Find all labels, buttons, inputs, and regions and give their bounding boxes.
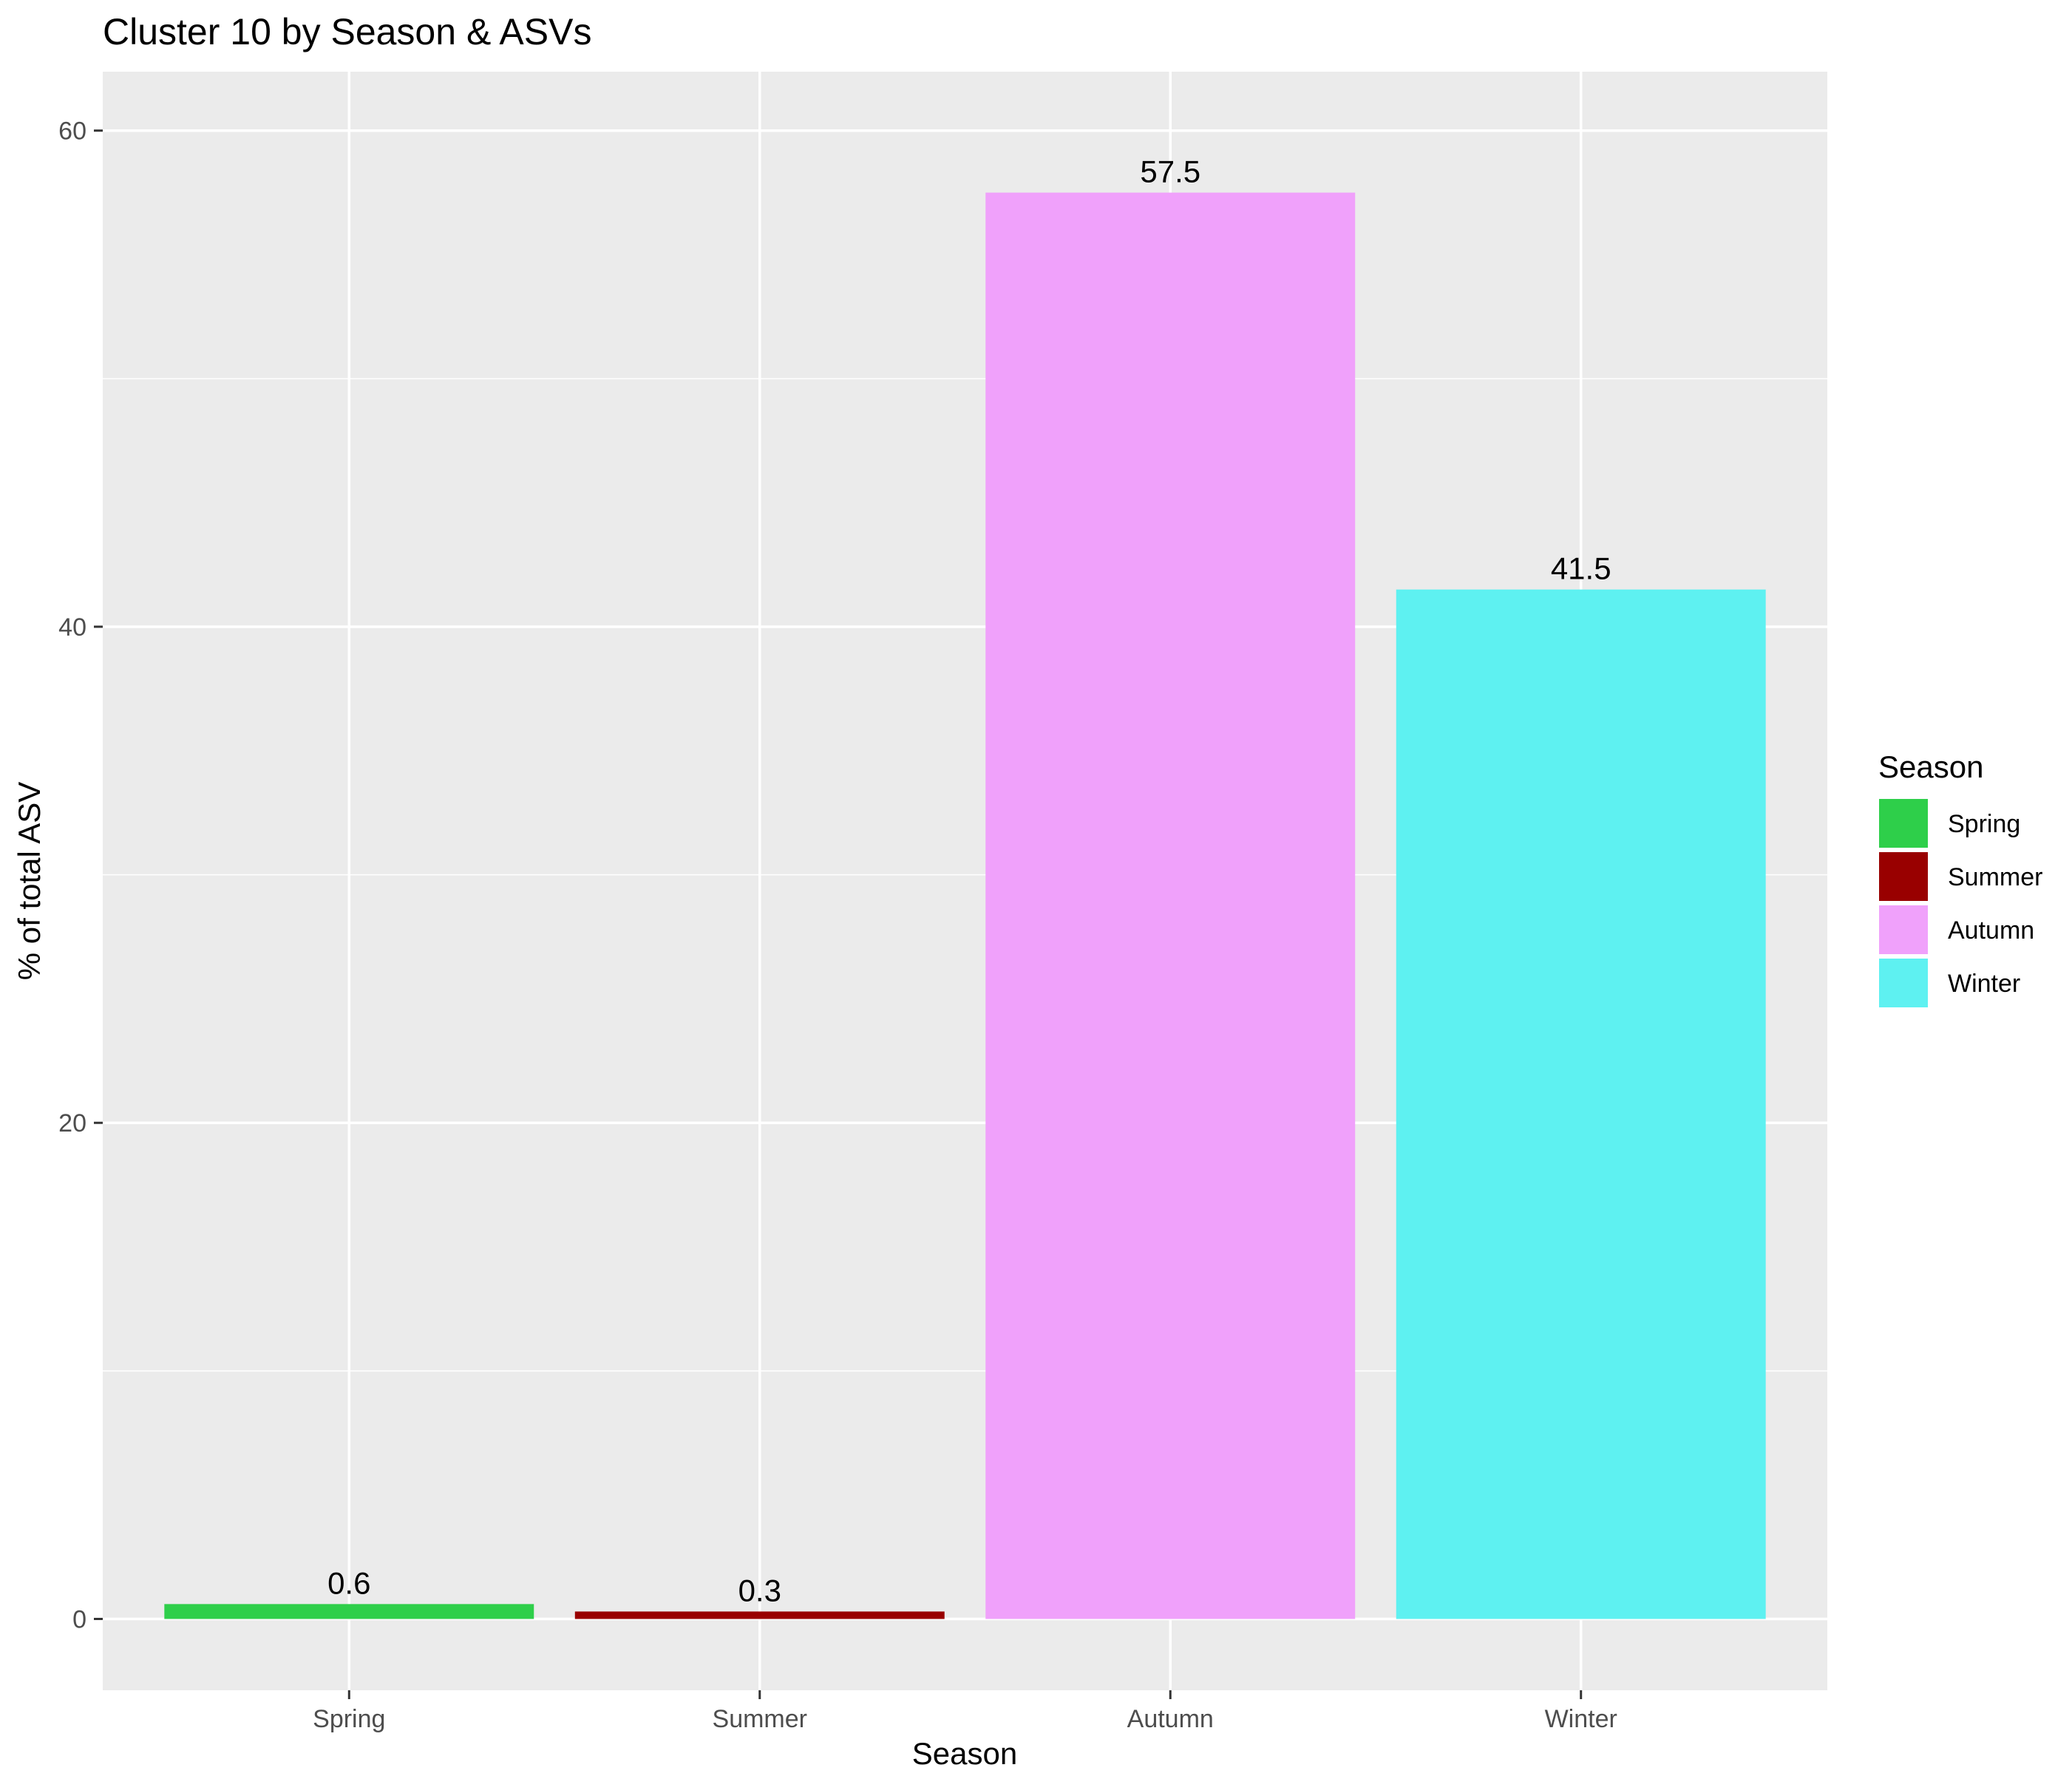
- y-tick-label: 60: [58, 118, 86, 146]
- data-label-summer: 0.3: [738, 1573, 781, 1607]
- legend-key-autumn: [1878, 904, 1929, 956]
- x-tick-label-summer: Summer: [713, 1705, 807, 1733]
- chart-title: Cluster 10 by Season & ASVs: [103, 11, 591, 52]
- legend-label-summer: Summer: [1948, 863, 2042, 891]
- bars: [164, 192, 1766, 1619]
- bar-spring: [164, 1604, 534, 1619]
- legend: Season Spring Summer Autumn Winter: [1878, 749, 2042, 1009]
- y-axis: 0 20 40 60: [58, 118, 103, 1634]
- y-axis-title: % of total ASV: [12, 782, 47, 981]
- bar-autumn: [985, 192, 1356, 1619]
- x-tick-label-winter: Winter: [1545, 1705, 1617, 1733]
- legend-label-autumn: Autumn: [1948, 916, 2034, 945]
- legend-key-summer: [1878, 851, 1929, 902]
- bar-winter: [1396, 589, 1766, 1619]
- data-label-spring: 0.6: [327, 1565, 370, 1600]
- x-tick-label-spring: Spring: [313, 1705, 385, 1733]
- legend-label-winter: Winter: [1948, 970, 2020, 998]
- bar-summer: [574, 1611, 945, 1619]
- data-label-winter: 41.5: [1551, 551, 1611, 586]
- data-labels: 0.6 0.3 57.5 41.5: [327, 154, 1611, 1608]
- y-tick-label: 40: [58, 613, 86, 642]
- x-tick-label-autumn: Autumn: [1127, 1705, 1214, 1733]
- data-label-autumn: 57.5: [1140, 154, 1200, 189]
- legend-key-spring: [1878, 797, 1929, 849]
- legend-label-spring: Spring: [1948, 810, 2020, 838]
- y-tick-label: 20: [58, 1109, 86, 1137]
- x-axis-title: Season: [912, 1736, 1017, 1771]
- legend-key-winter: [1878, 957, 1929, 1009]
- legend-title: Season: [1878, 749, 1983, 784]
- y-tick-label: 0: [72, 1606, 86, 1634]
- x-axis: Spring Summer Autumn Winter: [313, 1690, 1617, 1733]
